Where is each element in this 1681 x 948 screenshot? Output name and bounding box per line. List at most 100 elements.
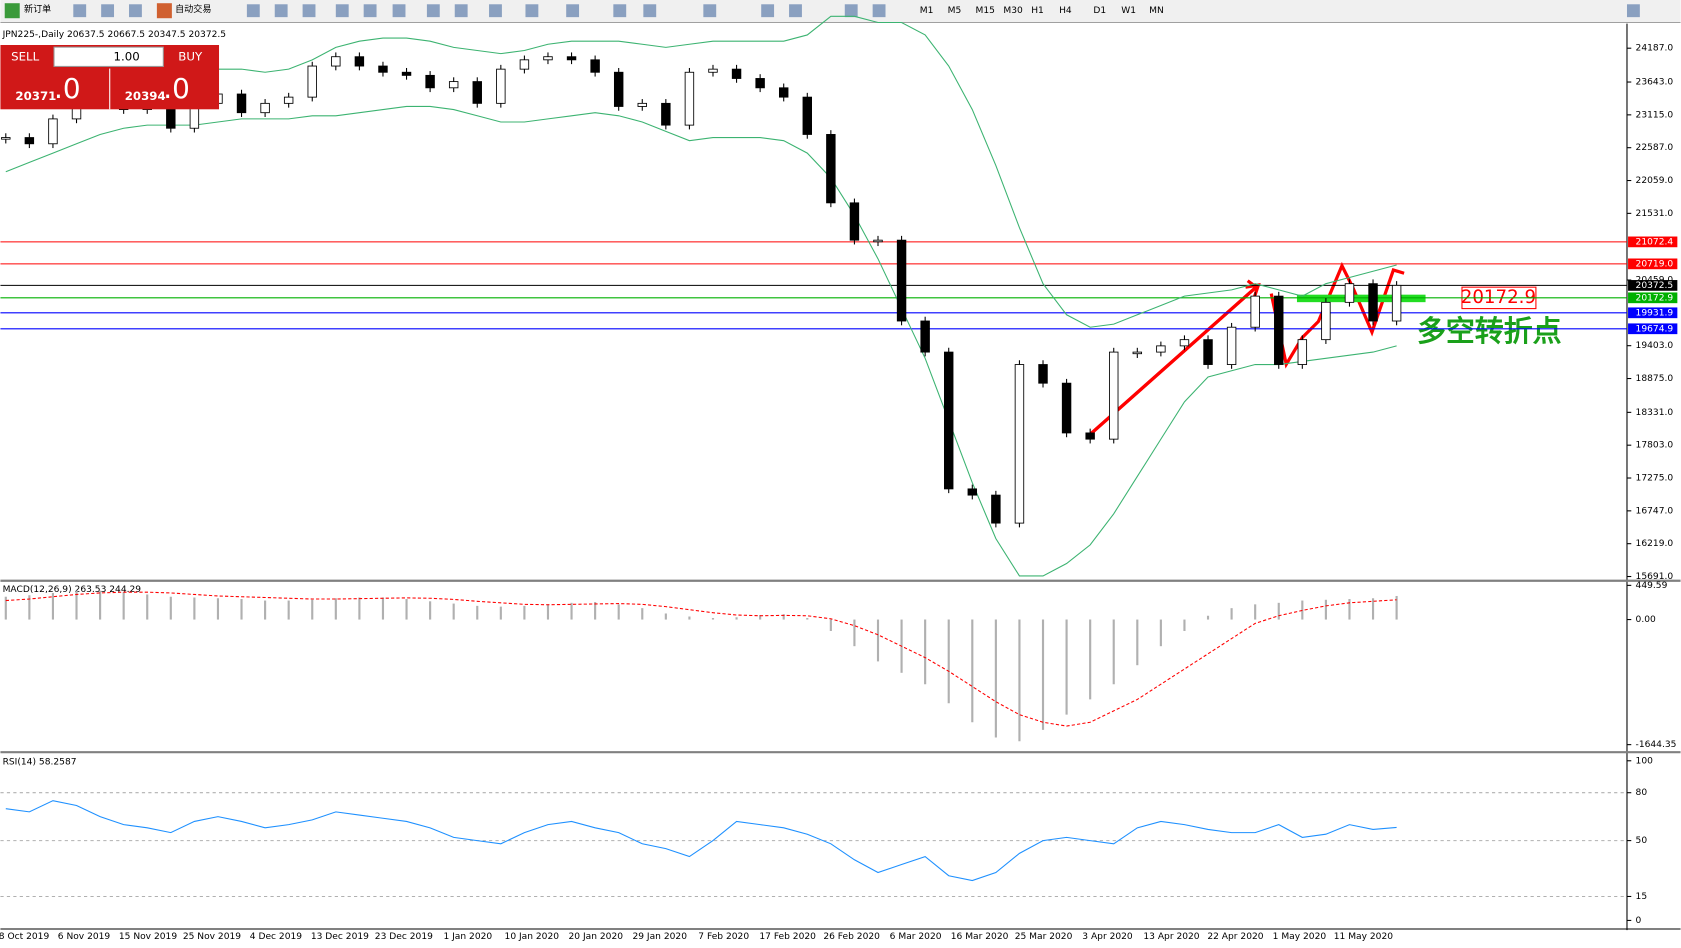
y-tick-label: 24187.0 (1636, 44, 1674, 54)
candle (48, 118, 58, 145)
candle (1344, 283, 1355, 303)
candle (1297, 339, 1308, 365)
timeframe[interactable]: M1 (920, 6, 934, 16)
date-label: 11 May 2020 (1334, 932, 1394, 942)
new-order-icon[interactable] (4, 3, 20, 19)
macd-signal (5, 591, 1397, 727)
date-label: 29 Jan 2020 (632, 932, 687, 942)
candle (1, 137, 11, 140)
candle (967, 488, 978, 496)
candle (1391, 284, 1402, 322)
level-label: 19931.9 (1636, 308, 1674, 318)
candle (448, 81, 459, 89)
date-label: 3 Apr 2020 (1082, 932, 1133, 942)
candle (331, 56, 341, 67)
candle (1014, 364, 1025, 524)
y-tick-label: 16219.0 (1636, 539, 1674, 549)
rsi-line (5, 800, 1397, 882)
candle (472, 81, 482, 104)
date-label: 1 May 2020 (1273, 932, 1327, 942)
candle (849, 202, 860, 241)
lots-input[interactable] (53, 46, 164, 67)
timeframe[interactable]: W1 (1121, 6, 1136, 16)
level-label: 20172.9 (1636, 293, 1674, 303)
auto-trading-icon[interactable] (156, 3, 172, 19)
candle (1179, 339, 1190, 347)
y-tick-label: 18331.0 (1636, 408, 1674, 418)
toolbar-icons (73, 4, 1640, 18)
bollinger-upper (5, 15, 1397, 328)
buy-price[interactable]: 20394 (125, 89, 166, 103)
level-label: 20372.5 (1636, 281, 1674, 291)
sell-label[interactable]: SELL (11, 49, 39, 63)
candle (755, 78, 765, 89)
sell-button[interactable] (2, 47, 50, 67)
sell-frac[interactable]: .0 (54, 72, 81, 105)
candle (708, 68, 718, 73)
rsi-label: RSI(14) 58.2587 (3, 757, 77, 767)
auto-trading[interactable]: 自动交易 (175, 3, 211, 15)
candle (613, 71, 624, 107)
candle (731, 68, 742, 79)
candle (991, 494, 1001, 524)
level-tag (1628, 258, 1678, 270)
timeframe[interactable]: D1 (1093, 6, 1106, 16)
y-tick-label: 16747.0 (1636, 506, 1674, 516)
candle (519, 59, 530, 70)
rsi-tick-label: 100 (1636, 756, 1654, 766)
buy-frac[interactable]: .0 (163, 72, 190, 105)
date-label: 13 Dec 2019 (311, 932, 369, 942)
candle (378, 65, 388, 73)
toolbar (0, 0, 1681, 23)
timeframe[interactable]: H1 (1031, 6, 1044, 16)
candle (1321, 301, 1331, 341)
buy-label[interactable]: BUY (178, 49, 203, 63)
candle (307, 65, 317, 98)
timeframe[interactable]: M15 (976, 6, 995, 16)
candle (1038, 364, 1048, 384)
lots[interactable]: 1.00 (114, 49, 140, 63)
candle (590, 59, 600, 73)
date-label: 7 Feb 2020 (698, 932, 749, 942)
candle (802, 96, 812, 135)
rsi-tick-label: 80 (1636, 788, 1648, 798)
candle (425, 74, 435, 89)
candle (1250, 295, 1260, 328)
level-tag (1628, 323, 1678, 335)
level-label: 20719.0 (1636, 259, 1674, 269)
candle (637, 102, 647, 107)
date-label: 6 Mar 2020 (890, 932, 942, 942)
new-order[interactable]: 新订单 (24, 3, 51, 15)
candle (1061, 382, 1072, 434)
timeframe[interactable]: MN (1149, 6, 1164, 16)
candle (684, 71, 695, 126)
chart-area (0, 23, 1627, 931)
candle (1226, 326, 1237, 365)
y-tick-label: 22059.0 (1636, 176, 1674, 186)
y-tick-label: 19403.0 (1636, 341, 1674, 351)
date-label: 26 Feb 2020 (823, 932, 880, 942)
timeframe[interactable]: M5 (948, 6, 962, 16)
y-tick-label: 18875.0 (1636, 374, 1674, 384)
y-tick-label: 15691.0 (1636, 572, 1674, 582)
candle (566, 56, 577, 61)
date-label: 25 Mar 2020 (1015, 932, 1073, 942)
date-label: 8 Oct 2019 (0, 932, 49, 942)
timeframe[interactable]: H4 (1059, 6, 1072, 16)
date-label: 6 Nov 2019 (58, 932, 111, 942)
timeframe[interactable]: M30 (1003, 6, 1023, 16)
sell-price[interactable]: 20371 (15, 89, 56, 103)
date-label: 16 Mar 2020 (951, 932, 1009, 942)
support-bar (1296, 294, 1426, 303)
date-label: 10 Jan 2020 (505, 932, 560, 942)
level-tag (1628, 236, 1678, 248)
candle (1085, 432, 1095, 440)
date-label: 4 Dec 2019 (250, 932, 303, 942)
trade-panel: SELL 1.00 BUY 20371 .0 20394 .0 (0, 45, 220, 110)
candle (944, 351, 954, 490)
date-label: 17 Feb 2020 (759, 932, 816, 942)
date-label: 25 Nov 2019 (183, 932, 241, 942)
candle (873, 239, 883, 243)
y-tick-label: 17275.0 (1636, 474, 1674, 484)
